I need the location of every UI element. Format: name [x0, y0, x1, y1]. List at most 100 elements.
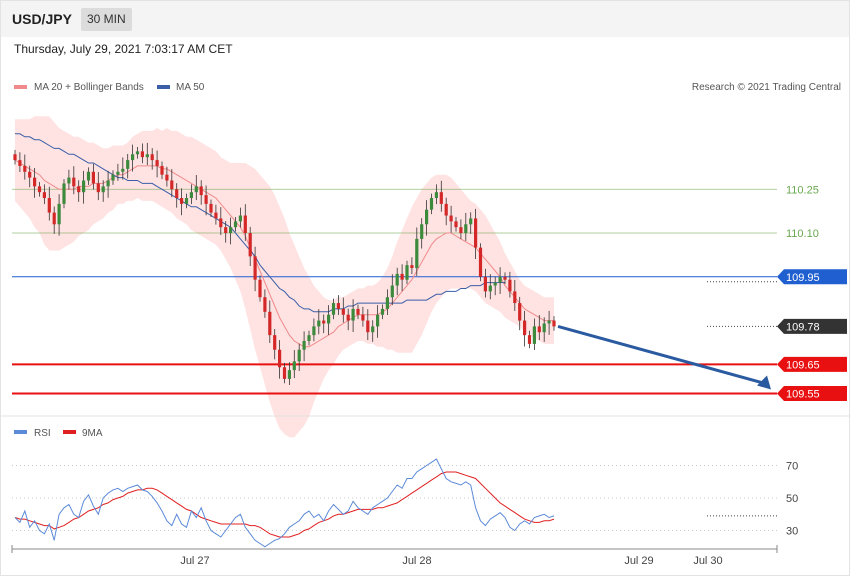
- candle-body: [542, 323, 546, 333]
- candle-body: [135, 151, 140, 155]
- candle-body: [116, 171, 120, 175]
- time-axis: Jul 27 Jul 28 Jul 29 Jul 30: [11, 545, 778, 567]
- level-tag-label-109.65: 109.65: [786, 359, 820, 371]
- candle-body: [214, 212, 218, 219]
- candle-body: [351, 308, 355, 321]
- legend-label-rsi: RSI: [34, 428, 51, 439]
- candle-body: [503, 276, 507, 280]
- candle-body: [312, 326, 316, 336]
- candle-body: [273, 335, 277, 350]
- candle-body: [184, 198, 189, 204]
- time-axis-label: Jul 27: [180, 555, 209, 567]
- candle-body: [243, 215, 247, 234]
- symbol-title: USD/JPY: [12, 11, 72, 27]
- candle-body: [302, 340, 306, 350]
- candle-body: [82, 180, 86, 193]
- candle-body: [493, 282, 497, 286]
- candle-body: [478, 247, 483, 277]
- rsi-tick-50: 50: [786, 493, 798, 505]
- candle-body: [395, 273, 399, 286]
- candle-body: [209, 203, 213, 213]
- candle-body: [385, 297, 389, 309]
- candle-body: [77, 186, 81, 193]
- candle-body: [37, 186, 42, 193]
- candle-body: [72, 177, 76, 187]
- legend-swatch-ma50: [157, 85, 170, 89]
- ma20-line: [14, 159, 554, 348]
- candle-body: [86, 171, 91, 181]
- candle-body: [199, 186, 203, 196]
- candle-body: [18, 160, 22, 166]
- candle-body: [155, 160, 159, 166]
- candle-body: [523, 320, 527, 336]
- candle-body: [47, 198, 51, 213]
- candle-body: [474, 218, 478, 248]
- candle-body: [101, 186, 105, 193]
- candle-body: [513, 291, 517, 304]
- legend-swatch-rsi: [14, 430, 27, 434]
- candle-body: [106, 180, 110, 187]
- legend-swatch-rsi-ma: [63, 430, 76, 434]
- candle-body: [488, 285, 492, 292]
- candle-body: [307, 335, 311, 341]
- projection-arrow-line: [557, 324, 766, 385]
- level-tag-label-109.55: 109.55: [786, 388, 820, 400]
- candle-body: [121, 168, 125, 172]
- candle-body: [361, 314, 365, 321]
- candle-body: [57, 203, 61, 225]
- candle-body: [131, 154, 135, 161]
- candlestick-layer: [13, 142, 556, 386]
- candle-body: [160, 165, 164, 175]
- candle-body: [268, 311, 272, 336]
- candle-body: [371, 326, 375, 333]
- candle-body: [547, 320, 551, 324]
- candle-body: [444, 203, 448, 216]
- candle-body: [390, 285, 394, 298]
- level-tag-109.55: [777, 385, 847, 401]
- candle-body: [425, 209, 429, 225]
- candle-body: [356, 308, 360, 315]
- candle-body: [366, 320, 370, 333]
- candle-body: [189, 192, 193, 199]
- candle-body: [331, 303, 336, 315]
- level-tag-label-109.78: 109.78: [786, 321, 820, 333]
- level-label-110.25: 110.25: [786, 184, 819, 196]
- candle-body: [23, 165, 27, 172]
- candle-body: [263, 297, 267, 312]
- time-axis-label: Jul 29: [624, 555, 653, 567]
- candle-body: [248, 233, 252, 257]
- candle-body: [282, 367, 287, 379]
- candle-body: [415, 238, 419, 269]
- candle-body: [91, 171, 95, 184]
- candle-body: [229, 227, 233, 234]
- candle-body: [376, 314, 380, 327]
- time-axis-label: Jul 28: [402, 555, 431, 567]
- rsi-tick-70: 70: [786, 461, 798, 473]
- candle-body: [96, 183, 100, 193]
- candle-body: [317, 320, 321, 327]
- candle-body: [434, 192, 438, 199]
- candle-body: [405, 265, 409, 280]
- candle-body: [28, 171, 32, 178]
- candle-body: [145, 154, 149, 158]
- candle-body: [219, 218, 223, 228]
- candle-body: [518, 303, 522, 321]
- candle-body: [341, 308, 345, 315]
- candle-body: [508, 279, 512, 292]
- projection-arrow-head: [757, 375, 771, 390]
- candle-body: [111, 174, 115, 181]
- candle-body: [498, 276, 502, 283]
- level-label-110.10: 110.10: [786, 228, 819, 240]
- timeframe-badge[interactable]: 30 MIN: [81, 8, 132, 31]
- candle-body: [258, 279, 262, 298]
- candle-body: [327, 314, 331, 324]
- candle-body: [204, 195, 208, 204]
- candle-body: [140, 151, 144, 158]
- ma50-line: [15, 133, 505, 313]
- candle-body: [297, 349, 301, 362]
- candle-body: [527, 335, 532, 344]
- candle-body: [233, 221, 238, 228]
- candle-body: [126, 160, 130, 169]
- legend-label-rsi-ma: 9MA: [82, 428, 103, 439]
